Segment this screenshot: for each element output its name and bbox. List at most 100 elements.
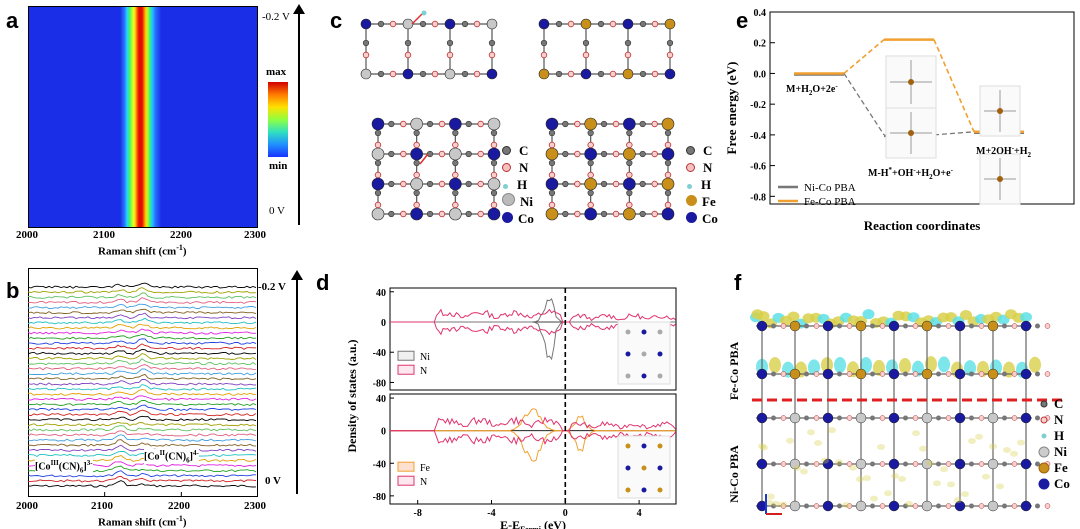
nitrogen-atom [1011, 323, 1018, 329]
legend-fe-co-label: Fe-Co PBA [804, 196, 856, 208]
co-atom [371, 177, 385, 191]
nitrogen-atom [612, 180, 620, 188]
metal-atom [822, 458, 834, 470]
isosurface-blob [898, 476, 906, 483]
isosurface-blob [860, 357, 872, 374]
nitrogen-atom [1011, 503, 1018, 509]
isosurface-blob [884, 490, 892, 497]
carbon-atom [639, 20, 647, 28]
isosurface-blob [940, 466, 948, 473]
isosurface-blob [1010, 450, 1018, 457]
co-atom [410, 147, 423, 161]
panel-b-xtick-3: 2300 [244, 500, 266, 512]
isosurface-blob [807, 429, 815, 436]
nitrogen-atom [978, 415, 985, 421]
panel-a-heatmap [28, 6, 258, 228]
nitrogen-atom [400, 120, 407, 128]
metal-atom [449, 207, 462, 221]
metal-atom [487, 117, 501, 131]
carbon-atom [666, 39, 674, 47]
n-dos-up [390, 308, 676, 323]
nitrogen-atom [574, 210, 581, 218]
legend-swatch [397, 461, 415, 472]
nitrogen-atom [1011, 461, 1018, 467]
carbon-atom [626, 129, 633, 137]
metal-atom [1020, 320, 1032, 332]
metal-atom [756, 458, 768, 470]
metal-atom [789, 458, 801, 470]
nitrogen-atom [846, 371, 853, 377]
nitrogen-atom [978, 461, 985, 467]
carbon-atom [903, 461, 908, 467]
metal-atom [822, 500, 834, 512]
nitrogen-atom [404, 51, 412, 59]
peak1-annotation: [CoIII(CN)6]3- [35, 459, 93, 475]
legend-c-left-n: N [502, 159, 534, 176]
inset-atom [657, 465, 663, 471]
legend-atom-label: Fe [1054, 460, 1068, 475]
carbon-atom [413, 159, 420, 167]
isosurface-blob [779, 501, 787, 508]
metal-atom [1020, 500, 1032, 512]
spectrum-line [28, 364, 257, 371]
nitrogen-atom [413, 171, 420, 179]
carbon-atom [426, 210, 434, 218]
nitrogen-atom [540, 51, 548, 59]
inset-atom [641, 351, 647, 357]
y-tick-label: -80 [373, 492, 386, 503]
carbon-atom [452, 189, 459, 197]
nitrogen-atom [1011, 371, 1018, 377]
carbon-atom [639, 120, 646, 128]
metal-atom [789, 320, 801, 332]
carbon-atom [374, 129, 382, 137]
y-tick-label: 0.4 [754, 8, 767, 19]
nitrogen-atom [780, 415, 787, 421]
nitrogen-atom [912, 503, 919, 509]
co-atom [487, 147, 501, 161]
nitrogen-atom [446, 51, 454, 59]
metal-atom [402, 18, 414, 30]
nitrogen-atom [879, 415, 886, 421]
spectrum-line [28, 384, 257, 391]
carbon-atom [362, 39, 370, 47]
co-atom [402, 68, 414, 80]
spectrum-line [28, 389, 257, 396]
nitrogen-atom [780, 503, 787, 509]
nitrogen-atom [612, 210, 620, 218]
co-atom [487, 207, 501, 221]
plot-frame [769, 11, 1075, 205]
nitrogen-atom [477, 210, 484, 218]
carbon-atom [1002, 461, 1007, 467]
isosurface-blob [821, 457, 829, 464]
y-tick-label: 40 [376, 288, 386, 299]
metal-atom [756, 368, 768, 380]
nitrogen-atom [978, 371, 985, 377]
isosurface-blob [786, 437, 794, 444]
metal-atom [623, 207, 636, 221]
inset-atom [625, 351, 631, 357]
spectrum-line [28, 415, 257, 422]
carbon-atom [969, 461, 974, 467]
legend-label: N [420, 477, 427, 488]
metal-atom [822, 320, 834, 332]
x-axis-label: E-EFermi (eV) [500, 518, 566, 529]
nitrogen-atom [664, 171, 672, 179]
h-atom-icon [687, 184, 692, 189]
legend-atom-icon [1041, 433, 1047, 439]
x-tick-label: 4 [637, 508, 642, 519]
nitrogen-atom [879, 323, 886, 329]
metal-atom [545, 207, 559, 221]
spectrum-line [28, 303, 257, 310]
inset-atom [997, 176, 1003, 182]
x-axis-label: Reaction coordinates [864, 218, 981, 233]
inset-atom [997, 108, 1003, 114]
isosurface-blob [1003, 446, 1011, 453]
carbon-atom [465, 150, 472, 158]
metal-atom [921, 412, 933, 424]
carbon-atom [600, 150, 608, 158]
n-atom-icon [686, 163, 695, 172]
metal-atom [410, 117, 423, 131]
nitrogen-atom [1011, 415, 1018, 421]
legend-c-left-h: H [502, 176, 534, 193]
isosurface-blob [834, 357, 846, 374]
